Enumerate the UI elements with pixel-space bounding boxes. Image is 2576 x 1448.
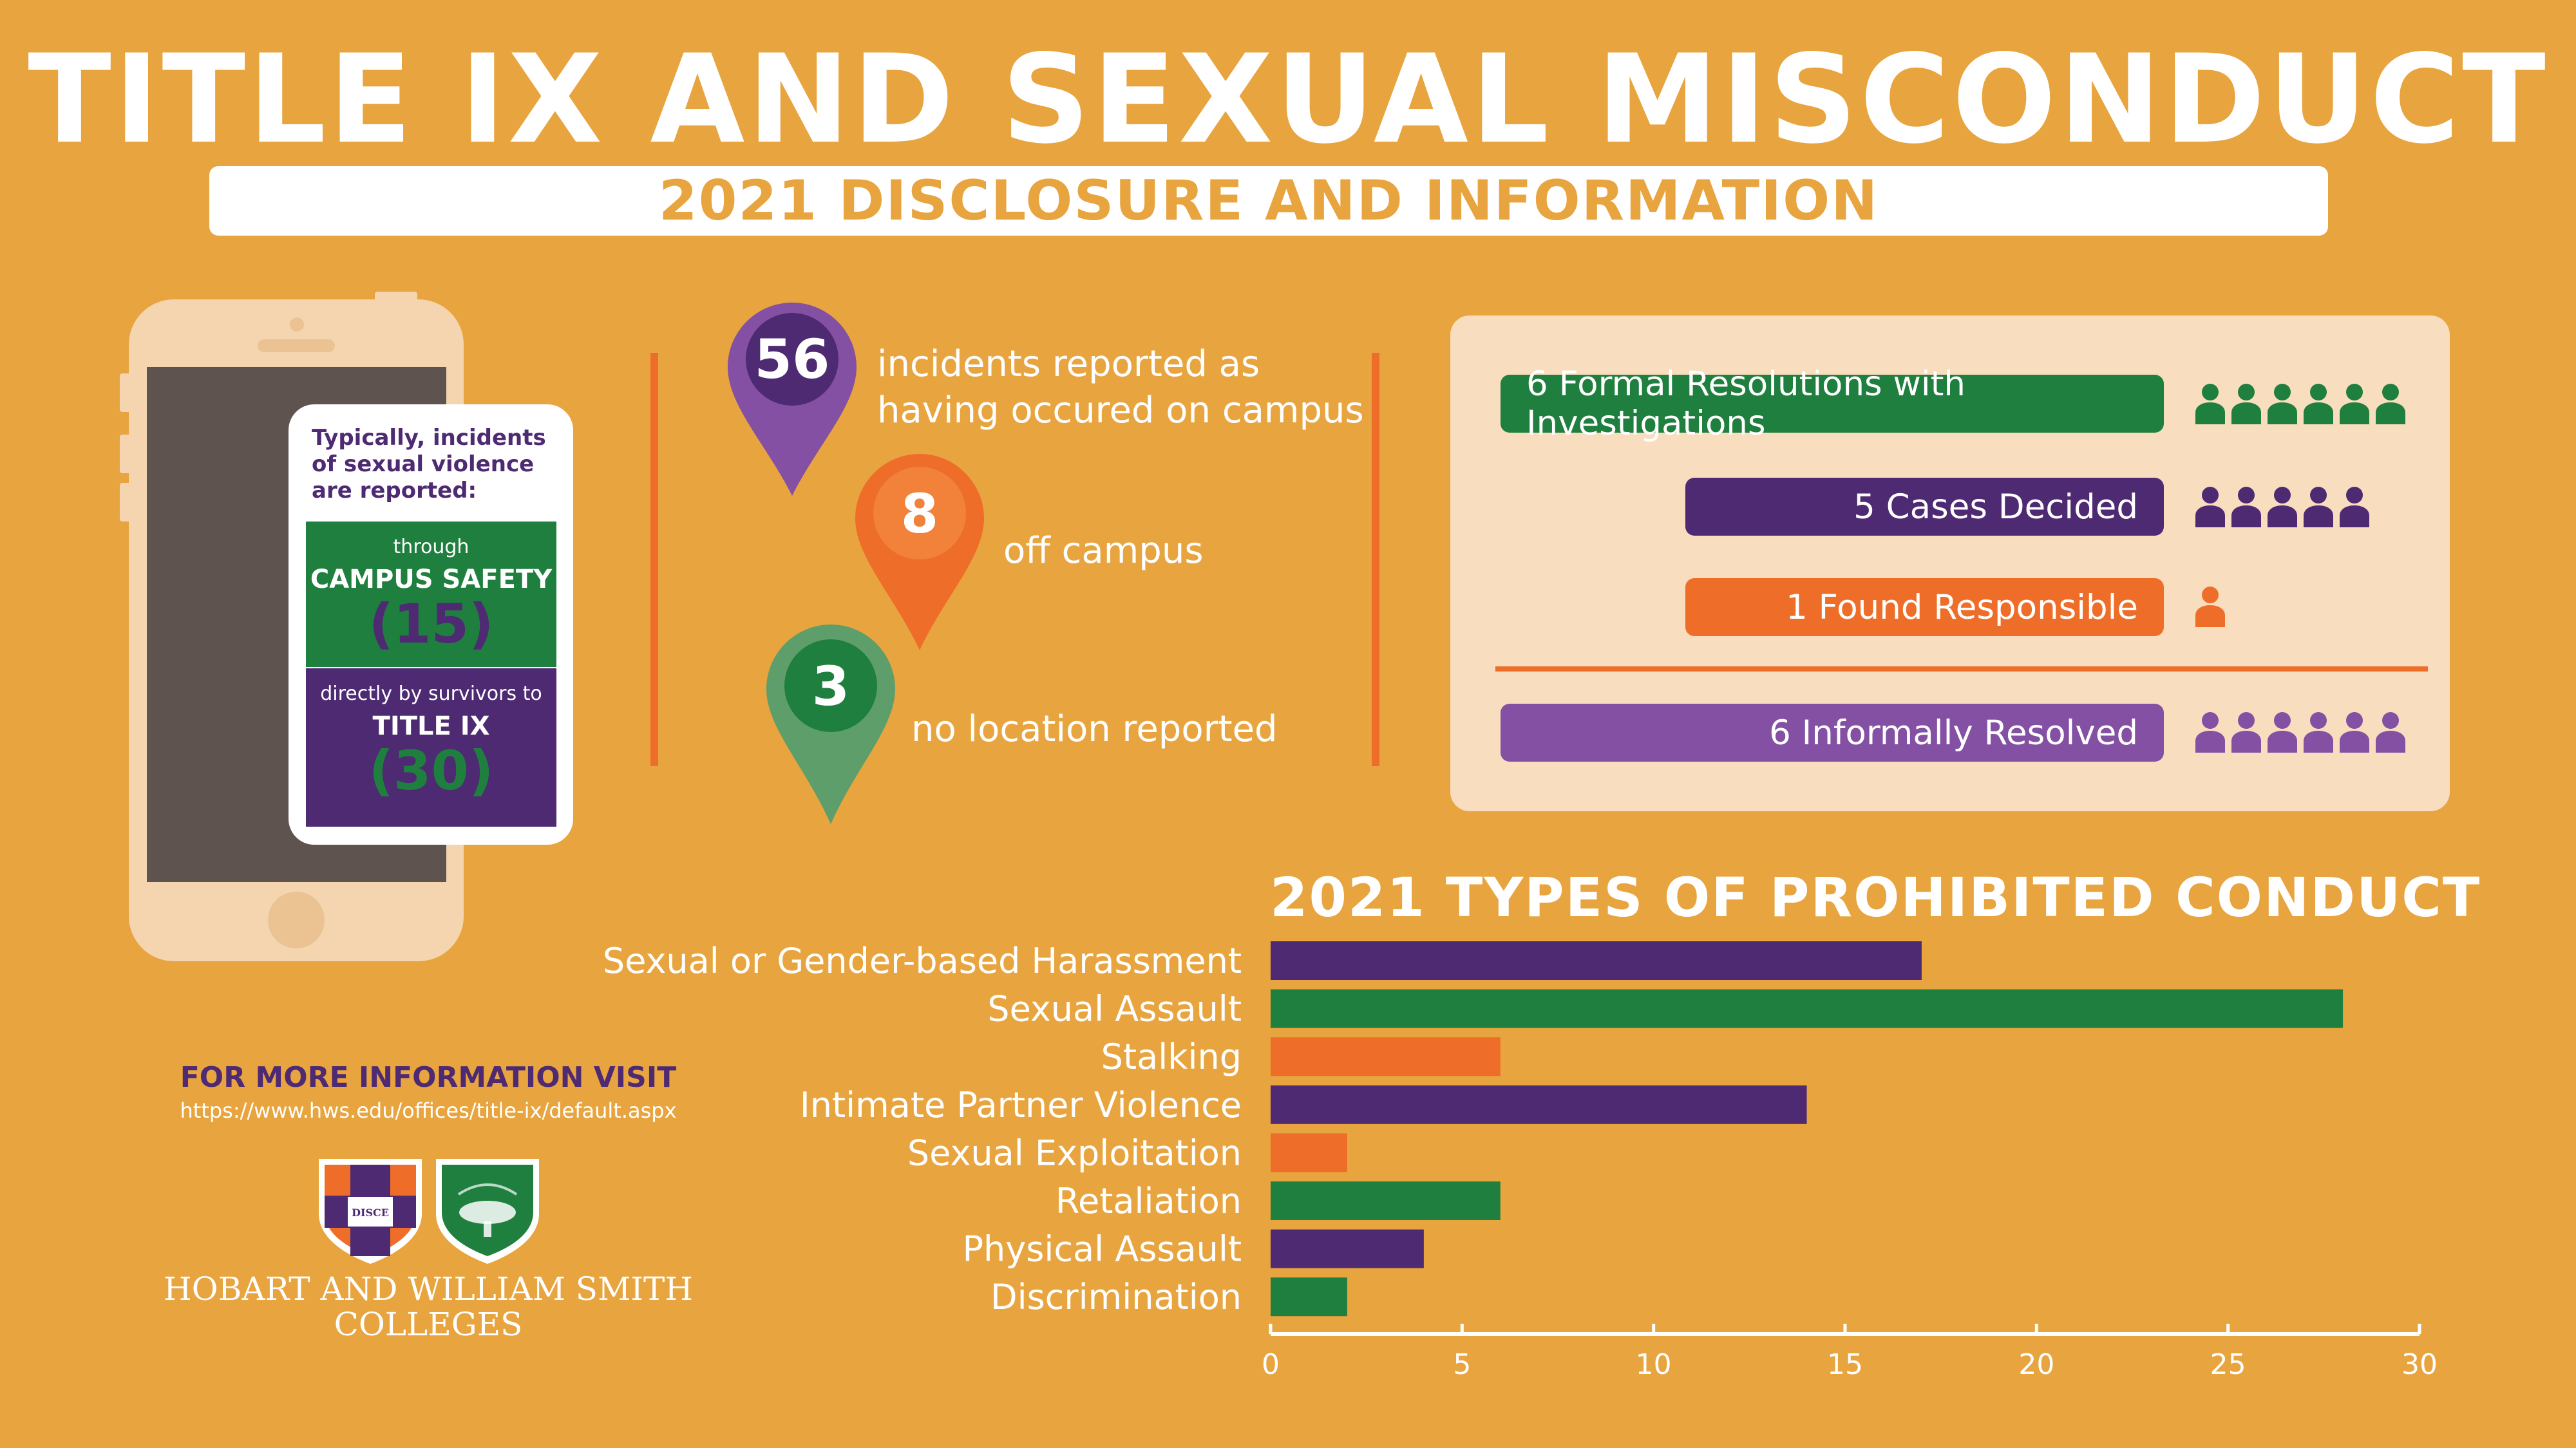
chart-x-tick-label: 5 (1453, 1348, 1471, 1381)
cases-decided-pill: 5 Cases Decided (1685, 478, 2164, 536)
chart-category-label: Retaliation (1056, 1181, 1242, 1221)
formal-resolutions-pill: 6 Formal Resolutions with Investigations (1501, 364, 2164, 443)
panel-divider (1495, 666, 2428, 672)
divider (1372, 353, 1379, 766)
chart-category-label: Discrimination (990, 1277, 1242, 1317)
no-location-label: no location reported (911, 708, 1278, 750)
campus-safety-count: (15) (368, 592, 494, 655)
person-icon (2340, 384, 2369, 424)
college-name-line1: HOBART AND WILLIAM SMITH (164, 1270, 693, 1308)
formal-resolutions-people (2194, 383, 2407, 424)
chart-category-label: Sexual Exploitation (907, 1133, 1242, 1173)
person-icon (2231, 487, 2261, 527)
person-icon (2376, 384, 2405, 424)
college-name-line2: COLLEGES (334, 1306, 523, 1343)
found-responsible-people (2194, 586, 2226, 627)
title-ix-prefix: directly by survivors to (320, 682, 542, 705)
off-campus-count: 8 (901, 482, 938, 545)
phone-camera-icon (290, 317, 304, 332)
college-logo: DISCE (319, 1159, 539, 1264)
chart-bar (1271, 1277, 1347, 1317)
person-icon (2340, 712, 2369, 753)
svg-text:DISCE: DISCE (352, 1207, 389, 1219)
person-icon (2376, 712, 2405, 753)
on-campus-label-line1: incidents reported as (877, 343, 1260, 385)
person-icon (2304, 384, 2333, 424)
chart-category-label: Sexual Assault (987, 989, 1242, 1030)
found-responsible-pill: 1 Found Responsible (1685, 578, 2164, 636)
chart-bar (1271, 1133, 1347, 1172)
chart-x-tick-label: 30 (2401, 1348, 2438, 1381)
found-responsible-label: 1 Found Responsible (1786, 587, 2138, 627)
chart-bar (1271, 1181, 1501, 1220)
chart-bar (1271, 1229, 1424, 1268)
person-icon (2304, 712, 2333, 753)
chart-category-label: Stalking (1101, 1037, 1242, 1077)
phone-side-button (120, 435, 129, 473)
person-icon (2195, 712, 2225, 753)
title-ix-count: (30) (368, 739, 494, 802)
phone-speaker (258, 339, 335, 352)
reporting-card: Typically, incidents of sexual violence … (289, 404, 573, 845)
map-pin-icon: 3 (766, 625, 895, 824)
on-campus-count: 56 (755, 328, 830, 391)
title-ix-label: TITLE IX (372, 711, 490, 741)
more-info-url[interactable]: https://www.hws.edu/offices/title-ix/def… (180, 1098, 677, 1123)
off-campus-label: off campus (1003, 530, 1204, 572)
chart-category-label: Intimate Partner Violence (800, 1085, 1242, 1125)
cases-decided-label: 5 Cases Decided (1853, 487, 2138, 527)
informally-resolved-pill: 6 Informally Resolved (1501, 704, 2164, 762)
hobart-shield-icon: DISCE (319, 1159, 422, 1264)
cases-decided-people (2194, 486, 2371, 527)
person-icon (2304, 487, 2333, 527)
person-icon (2195, 487, 2225, 527)
phone-side-button (120, 373, 129, 412)
college-name: HOBART AND WILLIAM SMITH COLLEGES (0, 1272, 857, 1342)
subtitle-banner: 2021 DISCLOSURE AND INFORMATION (209, 166, 2328, 236)
chart-x-tick-label: 20 (2018, 1348, 2054, 1381)
person-icon (2268, 487, 2297, 527)
formal-resolutions-label: 6 Formal Resolutions with Investigations (1526, 364, 1965, 443)
campus-safety-label: CAMPUS SAFETY (310, 565, 553, 594)
more-info-heading: FOR MORE INFORMATION VISIT (180, 1061, 677, 1094)
william-smith-shield-icon (436, 1159, 539, 1264)
resolutions-panel: 6 Formal Resolutions with Investigations… (1450, 315, 2450, 811)
chart-bar (1271, 989, 2344, 1028)
no-location-count: 3 (812, 655, 849, 718)
chart-x-tick-label: 0 (1262, 1348, 1280, 1381)
chart-title: 2021 TYPES OF PROHIBITED CONDUCT (1270, 866, 2481, 929)
person-icon (2231, 384, 2261, 424)
person-icon (2340, 487, 2369, 527)
campus-safety-prefix: through (393, 536, 469, 558)
chart-bar (1271, 941, 1922, 980)
person-icon (2195, 587, 2225, 627)
person-icon (2231, 712, 2261, 753)
map-pin-icon: 8 (855, 454, 984, 650)
on-campus-label: incidents reported as having occured on … (877, 341, 1364, 433)
person-icon (2268, 712, 2297, 753)
reporting-card-heading: Typically, incidents of sexual violence … (312, 425, 546, 503)
informally-resolved-label: 6 Informally Resolved (1769, 713, 2138, 753)
page-title: TITLE IX AND SEXUAL MISCONDUCT (28, 28, 2548, 171)
person-icon (2195, 384, 2225, 424)
divider (650, 353, 658, 766)
chart-x-tick-label: 10 (1636, 1348, 1672, 1381)
informally-resolved-people (2194, 711, 2407, 753)
phone-power-button (375, 292, 417, 299)
chart-category-label: Sexual or Gender-based Harassment (603, 941, 1242, 981)
chart-bar (1271, 1085, 1807, 1124)
chart-category-label: Physical Assault (962, 1229, 1242, 1270)
phone-side-button (120, 483, 129, 522)
chart-bar (1271, 1037, 1501, 1077)
campus-safety-box: through CAMPUS SAFETY (15) (306, 522, 556, 667)
chart-x-tick-label: 25 (2210, 1348, 2246, 1381)
subtitle: 2021 DISCLOSURE AND INFORMATION (658, 169, 1879, 233)
on-campus-label-line2: having occured on campus (877, 389, 1364, 431)
phone-home-button (268, 892, 325, 948)
chart-x-tick-label: 15 (1827, 1348, 1863, 1381)
map-pin-icon: 56 (728, 303, 857, 496)
title-ix-box: directly by survivors to TITLE IX (30) (306, 668, 556, 827)
person-icon (2268, 384, 2297, 424)
